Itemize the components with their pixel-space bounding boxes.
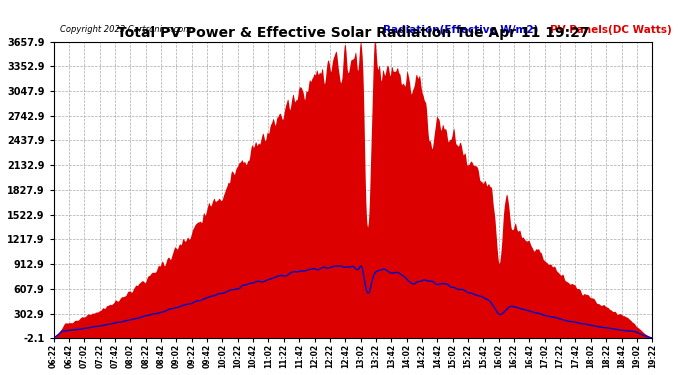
Text: Radiation(Effective W/m2): Radiation(Effective W/m2)	[383, 25, 538, 35]
Text: Copyright 2023 Cartronics.com: Copyright 2023 Cartronics.com	[59, 25, 191, 34]
Text: PV Panels(DC Watts): PV Panels(DC Watts)	[551, 25, 672, 35]
Title: Total PV Power & Effective Solar Radiation Tue Apr 11 19:27: Total PV Power & Effective Solar Radiati…	[117, 26, 589, 40]
